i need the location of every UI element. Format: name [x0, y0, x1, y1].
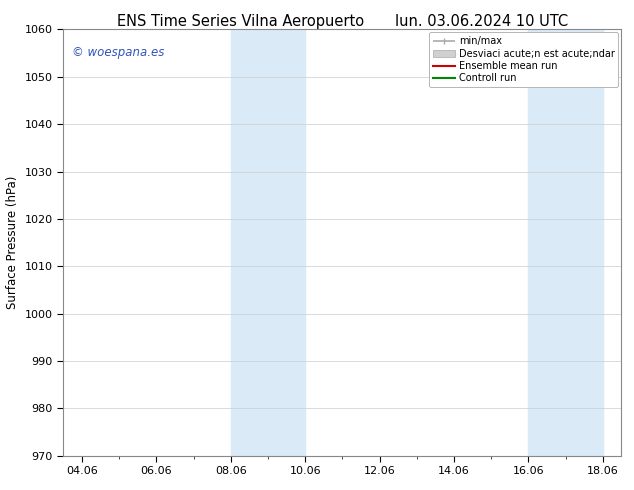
Bar [528, 29, 603, 456]
Text: lun. 03.06.2024 10 UTC: lun. 03.06.2024 10 UTC [395, 14, 569, 29]
Y-axis label: Surface Pressure (hPa): Surface Pressure (hPa) [6, 176, 19, 309]
Bar [231, 29, 305, 456]
Text: © woespana.es: © woespana.es [72, 47, 164, 59]
Text: ENS Time Series Vilna Aeropuerto: ENS Time Series Vilna Aeropuerto [117, 14, 365, 29]
Legend: min/max, Desviaci acute;n est acute;ndar, Ensemble mean run, Controll run: min/max, Desviaci acute;n est acute;ndar… [429, 32, 618, 87]
